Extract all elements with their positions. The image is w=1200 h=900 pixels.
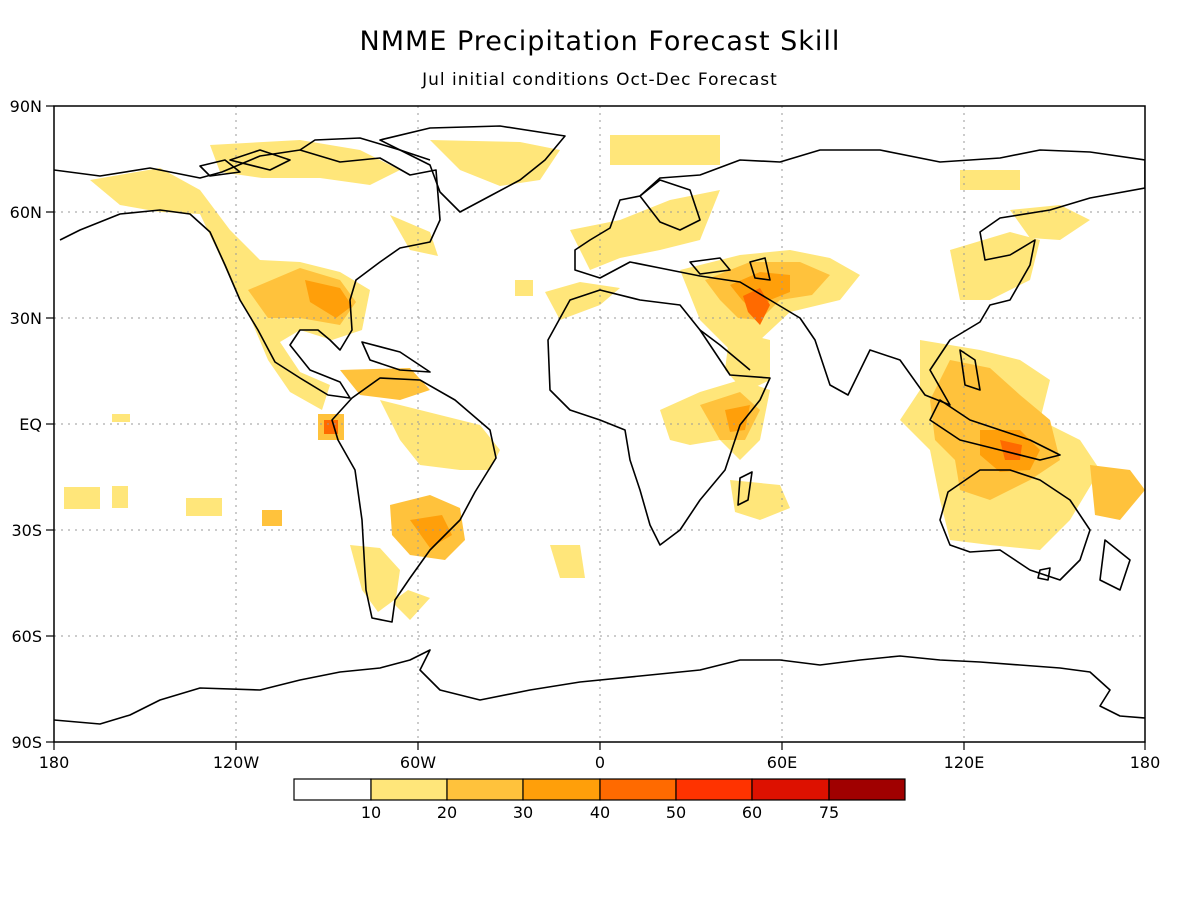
lat-label-60s: 60S bbox=[11, 627, 42, 646]
map-title: NMME Precipitation Forecast Skill bbox=[359, 26, 841, 57]
colorbar-swatch-6 bbox=[751, 778, 830, 801]
grid-lines bbox=[54, 106, 1145, 742]
lon-label-180e: 180 bbox=[1130, 753, 1161, 772]
lon-label-180w: 180 bbox=[39, 753, 70, 772]
colorbar-label-40: 40 bbox=[590, 803, 610, 822]
colorbar-label-20: 20 bbox=[437, 803, 457, 822]
colorbar-label-10: 10 bbox=[361, 803, 381, 822]
lon-label-60e: 60E bbox=[767, 753, 797, 772]
lat-label-60n: 60N bbox=[10, 203, 42, 222]
coastline-africa bbox=[547, 289, 771, 546]
axis-ticks bbox=[46, 105, 1146, 750]
lon-label-120e: 120E bbox=[944, 753, 985, 772]
colorbar-swatch-4 bbox=[599, 778, 677, 801]
colorbar-swatch-5 bbox=[675, 778, 753, 801]
lat-label-30s: 30S bbox=[11, 521, 42, 540]
skill-shading bbox=[64, 135, 1145, 620]
colorbar-swatch-2 bbox=[446, 778, 524, 801]
coastline-greenland bbox=[379, 125, 566, 213]
coastlines bbox=[54, 125, 1145, 725]
lat-label-90s: 90S bbox=[11, 733, 42, 752]
colorbar-swatch-0 bbox=[293, 778, 372, 801]
lon-label-120w: 120W bbox=[213, 753, 260, 772]
lat-label-eq: EQ bbox=[19, 415, 42, 434]
lat-label-30n: 30N bbox=[10, 309, 42, 328]
coastline-south-america bbox=[331, 377, 497, 623]
colorbar-swatch-3 bbox=[522, 778, 601, 801]
colorbar-label-75: 75 bbox=[819, 803, 839, 822]
coastline-north-america bbox=[54, 149, 441, 399]
coastline-eurasia bbox=[574, 149, 1145, 406]
map-subtitle: Jul initial conditions Oct-Dec Forecast bbox=[422, 70, 778, 90]
colorbar-swatch-1 bbox=[370, 778, 448, 801]
colorbar-label-50: 50 bbox=[666, 803, 686, 822]
colorbar-label-60: 60 bbox=[742, 803, 762, 822]
lon-label-60w: 60W bbox=[400, 753, 436, 772]
colorbar-swatch-7 bbox=[828, 778, 906, 801]
coastline-australia bbox=[939, 469, 1091, 581]
colorbar-label-30: 30 bbox=[513, 803, 533, 822]
colorbar bbox=[293, 778, 906, 801]
lat-label-90n: 90N bbox=[10, 97, 42, 116]
lon-label-0: 0 bbox=[595, 753, 605, 772]
coastline-antarctica bbox=[54, 649, 1145, 725]
